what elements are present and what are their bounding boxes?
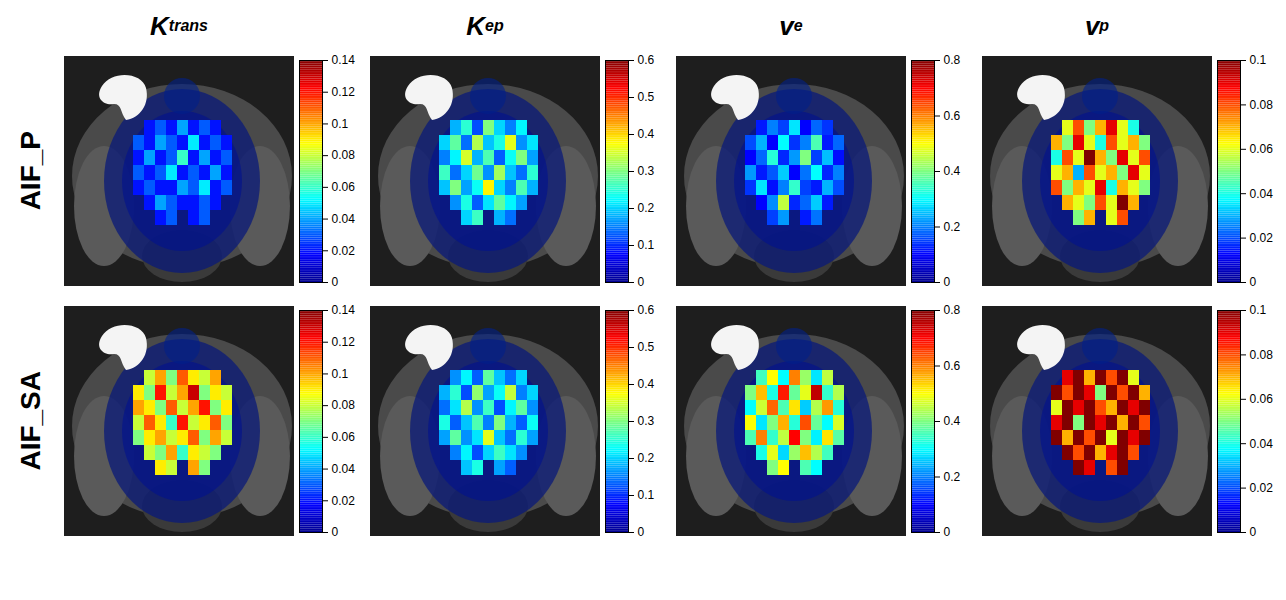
svg-text:0: 0 [332,525,339,539]
svg-text:0.5: 0.5 [638,90,655,104]
html-text:AIF_SA: AIF_SA [15,371,46,471]
svg-text:0.6: 0.6 [944,109,961,123]
svg-text:0.12: 0.12 [332,335,356,349]
svg-text:0.04: 0.04 [332,462,356,476]
svg-text:0.08: 0.08 [1250,98,1274,112]
svg-text:0: 0 [638,525,645,539]
svg-text:0.08: 0.08 [332,148,356,162]
svg-text:0.14: 0.14 [332,53,356,67]
svg-text:0.14: 0.14 [332,303,356,317]
svg-text:0.2: 0.2 [944,220,961,234]
svg-text:0.2: 0.2 [638,201,655,215]
svg-text:0.02: 0.02 [1250,231,1274,245]
svg-text:0: 0 [1250,275,1257,289]
svg-text:0.6: 0.6 [638,303,655,317]
svg-text:0.4: 0.4 [944,164,961,178]
svg-text:0.8: 0.8 [944,53,961,67]
svg-text:0.1: 0.1 [1250,303,1267,317]
svg-text:0.3: 0.3 [638,414,655,428]
svg-text:0.3: 0.3 [638,164,655,178]
svg-text:0.06: 0.06 [332,430,356,444]
svg-text:0.1: 0.1 [1250,53,1267,67]
svg-text:0.02: 0.02 [332,244,356,258]
svg-text:0.06: 0.06 [1250,142,1274,156]
svg-text:0.5: 0.5 [638,340,655,354]
html-text:Kep: Kep [466,10,504,41]
svg-text:0.1: 0.1 [332,367,349,381]
svg-text:0.6: 0.6 [638,53,655,67]
svg-text:0.4: 0.4 [944,414,961,428]
html-text:ve: ve [779,10,803,41]
svg-text:0.2: 0.2 [944,470,961,484]
svg-text:0.1: 0.1 [638,238,655,252]
svg-text:0: 0 [1250,525,1257,539]
svg-text:0.1: 0.1 [332,117,349,131]
svg-text:0.8: 0.8 [944,303,961,317]
svg-text:0.12: 0.12 [332,85,356,99]
svg-text:0.08: 0.08 [1250,348,1274,362]
html-text:AIF_P: AIF_P [15,131,46,211]
svg-text:0.06: 0.06 [332,180,356,194]
svg-text:0.02: 0.02 [1250,481,1274,495]
svg-text:0.2: 0.2 [638,451,655,465]
svg-text:0.04: 0.04 [1250,187,1274,201]
html-text:Ktrans: Ktrans [150,10,208,41]
svg-text:0.02: 0.02 [332,494,356,508]
svg-text:0.4: 0.4 [638,377,655,391]
svg-text:0.6: 0.6 [944,359,961,373]
svg-text:0.1: 0.1 [638,488,655,502]
svg-text:0: 0 [638,275,645,289]
svg-text:0.4: 0.4 [638,127,655,141]
html-text:vp: vp [1084,10,1110,41]
svg-text:0: 0 [332,275,339,289]
svg-text:0: 0 [944,275,951,289]
svg-text:0.04: 0.04 [332,212,356,226]
svg-text:0.06: 0.06 [1250,392,1274,406]
svg-text:0: 0 [944,525,951,539]
svg-text:0.04: 0.04 [1250,437,1274,451]
svg-text:0.08: 0.08 [332,398,356,412]
